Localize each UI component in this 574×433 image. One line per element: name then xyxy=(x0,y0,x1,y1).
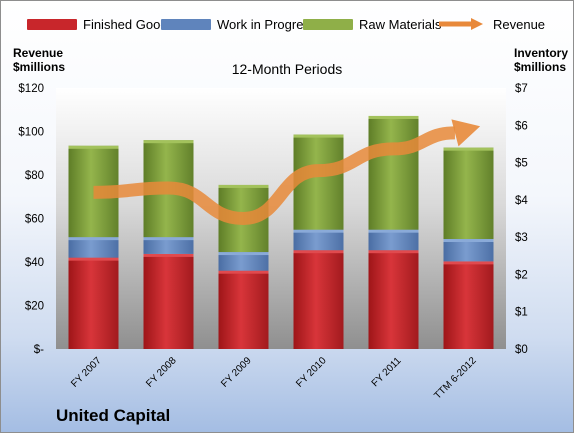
right-tick-label: $2 xyxy=(515,269,528,281)
bar-finished-goods xyxy=(293,250,344,349)
right-tick-label: $0 xyxy=(515,344,528,356)
bar-work-in-progress xyxy=(368,229,419,251)
left-tick-label: $40 xyxy=(25,257,44,269)
bar-top-work-in-progress xyxy=(218,252,269,256)
bar-top-finished-goods xyxy=(443,261,494,265)
bar-raw-materials xyxy=(293,134,344,230)
category-label: FY 2008 xyxy=(144,355,179,390)
bar-top-finished-goods xyxy=(218,270,269,274)
legend-swatch-finished-goods xyxy=(27,18,77,30)
bar-top-raw-materials xyxy=(368,115,419,119)
bar-finished-goods xyxy=(68,257,119,349)
category-label: FY 2010 xyxy=(294,355,329,390)
bar-top-finished-goods xyxy=(293,250,344,254)
left-tick-label: $80 xyxy=(25,170,44,182)
legend-raw-materials: Raw Materials xyxy=(303,15,441,33)
legend-swatch-work-in-progress xyxy=(161,18,211,30)
bar-work-in-progress xyxy=(293,229,344,251)
category-label: FY 2009 xyxy=(219,355,254,390)
bar-raw-materials xyxy=(368,115,419,230)
legend-revenue: Revenue xyxy=(437,15,545,33)
chart-subtitle: 12-Month Periods xyxy=(231,61,343,77)
category-label: FY 2011 xyxy=(370,355,404,389)
right-axis-title-line1: Inventory xyxy=(514,46,569,60)
left-axis-title-line1: Revenue xyxy=(13,46,64,60)
bar-finished-goods xyxy=(218,270,269,349)
revenue-line xyxy=(93,126,456,225)
bar-top-work-in-progress xyxy=(443,239,494,243)
left-axis-title: Revenue $millions xyxy=(13,46,65,74)
bar-top-raw-materials xyxy=(293,134,344,138)
right-tick-label: $6 xyxy=(515,120,528,132)
bar-top-raw-materials xyxy=(218,184,269,188)
plot-area xyxy=(56,88,506,349)
bar-raw-materials xyxy=(443,147,494,240)
legend-label-work-in-progress: Work in Progress xyxy=(217,16,317,32)
revenue-arrowhead xyxy=(451,119,481,147)
right-tick-label: $7 xyxy=(515,83,528,95)
bar-top-raw-materials xyxy=(68,145,119,149)
left-tick-label: $- xyxy=(34,344,44,356)
category-label: TTM 6-2012 xyxy=(432,355,479,402)
bar-finished-goods xyxy=(368,250,419,349)
left-axis-title-line2: $millions xyxy=(13,60,66,74)
bar-top-raw-materials xyxy=(443,147,494,151)
legend-work-in-progress: Work in Progress xyxy=(161,15,316,33)
legend-label-finished-goods: Finished Goods xyxy=(83,16,175,32)
bar-top-work-in-progress xyxy=(368,229,419,233)
bar-top-finished-goods xyxy=(143,253,194,257)
company-title: United Capital xyxy=(56,406,171,425)
bar-top-finished-goods xyxy=(368,250,419,254)
bar-work-in-progress xyxy=(143,237,194,254)
category-label: FY 2007 xyxy=(69,355,104,390)
legend-label-revenue: Revenue xyxy=(493,16,546,32)
right-axis-title: Inventory $millions xyxy=(514,46,568,74)
bar-finished-goods xyxy=(443,261,494,349)
bar-top-finished-goods xyxy=(68,257,119,261)
left-tick-label: $20 xyxy=(25,301,44,313)
left-tick-label: $120 xyxy=(18,83,44,95)
legend-label-raw-materials: Raw Materials xyxy=(359,16,442,32)
legend-swatch-raw-materials xyxy=(303,18,353,30)
left-tick-label: $60 xyxy=(25,214,44,226)
bar-top-work-in-progress xyxy=(293,229,344,233)
bar-work-in-progress xyxy=(68,237,119,258)
bar-top-raw-materials xyxy=(143,140,194,144)
bar-finished-goods xyxy=(143,253,194,349)
right-tick-label: $5 xyxy=(515,158,528,170)
bar-top-work-in-progress xyxy=(68,237,119,241)
right-axis-title-line2: $millions xyxy=(514,60,567,74)
right-tick-label: $1 xyxy=(515,307,528,319)
right-tick-label: $4 xyxy=(515,195,528,207)
bar-top-work-in-progress xyxy=(143,237,194,241)
left-tick-label: $100 xyxy=(18,127,44,139)
legend-finished-goods: Finished Goods xyxy=(27,15,174,33)
bar-work-in-progress xyxy=(218,252,269,271)
legend-arrow-icon xyxy=(439,18,483,30)
bar-work-in-progress xyxy=(443,239,494,262)
right-tick-label: $3 xyxy=(515,232,528,244)
